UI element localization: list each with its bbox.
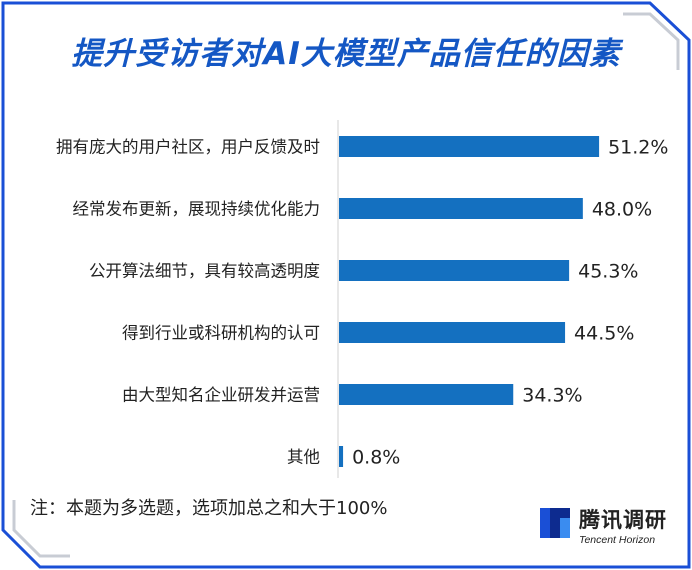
footnote: 注：本题为多选题，选项加总之和大于100% xyxy=(30,498,388,519)
bar xyxy=(339,136,600,157)
value-label: 44.5% xyxy=(574,323,634,345)
category-label: 经常发布更新，展现持续优化能力 xyxy=(73,200,321,219)
bar xyxy=(339,384,514,405)
bar xyxy=(339,322,566,343)
value-label: 34.3% xyxy=(522,385,582,407)
category-label: 由大型知名企业研发并运营 xyxy=(122,386,320,405)
category-label: 拥有庞大的用户社区，用户反馈及时 xyxy=(56,138,320,157)
brand-name: 腾讯调研 xyxy=(579,508,667,532)
value-label: 51.2% xyxy=(608,137,668,159)
chart-title: 提升受访者对AI大模型产品信任的因素 xyxy=(71,36,621,72)
bar xyxy=(339,260,570,281)
value-label: 0.8% xyxy=(352,447,400,469)
brand-subtitle: Tencent Horizon xyxy=(579,534,656,546)
tencent-horizon-logo-icon xyxy=(540,508,570,538)
bar xyxy=(339,198,583,219)
category-label: 其他 xyxy=(287,448,320,467)
value-label: 48.0% xyxy=(592,199,652,221)
value-label: 45.3% xyxy=(578,261,638,283)
category-label: 公开算法细节，具有较高透明度 xyxy=(89,262,320,281)
bar xyxy=(339,446,344,467)
category-label: 得到行业或科研机构的认可 xyxy=(122,324,320,343)
